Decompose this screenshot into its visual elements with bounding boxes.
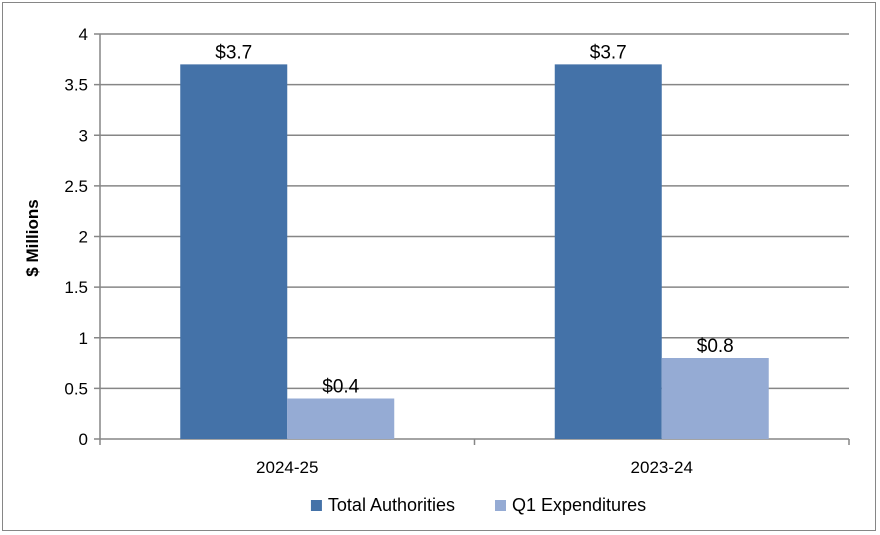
y-tick-label: 4: [79, 25, 88, 44]
axes: 0 0.5 1 1.5 2 2.5 3 3.5 4 2024-25 2023-24: [64, 25, 850, 477]
data-label: $3.7: [215, 42, 252, 63]
x-tick-label: 2024-25: [256, 458, 318, 477]
data-label: $0.4: [322, 377, 359, 398]
y-axis-title: $ Millions: [23, 199, 42, 276]
y-tick-label: 0: [79, 430, 88, 449]
y-tick-label: 3.5: [64, 76, 88, 95]
data-label: $3.7: [590, 42, 627, 63]
y-tick-label: 2.5: [64, 177, 88, 196]
legend-label: Total Authorities: [328, 495, 455, 515]
bar-q1-expenditures-2024-25: [287, 398, 395, 439]
data-label: $0.8: [697, 336, 734, 357]
legend-swatch: [310, 500, 322, 511]
legend-item: Total Authorities: [310, 495, 455, 515]
data-labels: $3.7 $0.4 $3.7 $0.8: [215, 42, 733, 397]
x-tick-label: 2023-24: [631, 458, 693, 477]
legend-swatch: [495, 500, 506, 511]
y-tick-label: 3: [79, 126, 88, 145]
legend-item: Q1 Expenditures: [495, 495, 646, 515]
legend: Total Authorities Q1 Expenditures: [310, 495, 646, 515]
y-tick-label: 0.5: [64, 379, 88, 398]
legend-label: Q1 Expenditures: [512, 495, 646, 515]
y-tick-label: 1: [79, 329, 88, 348]
bar-total-authorities-2023-24: [554, 64, 662, 439]
y-tick-label: 2: [79, 228, 88, 247]
bar-q1-expenditures-2023-24: [661, 358, 769, 439]
y-tick-label: 1.5: [64, 278, 88, 297]
bars: [180, 64, 769, 439]
bar-total-authorities-2024-25: [180, 64, 288, 439]
